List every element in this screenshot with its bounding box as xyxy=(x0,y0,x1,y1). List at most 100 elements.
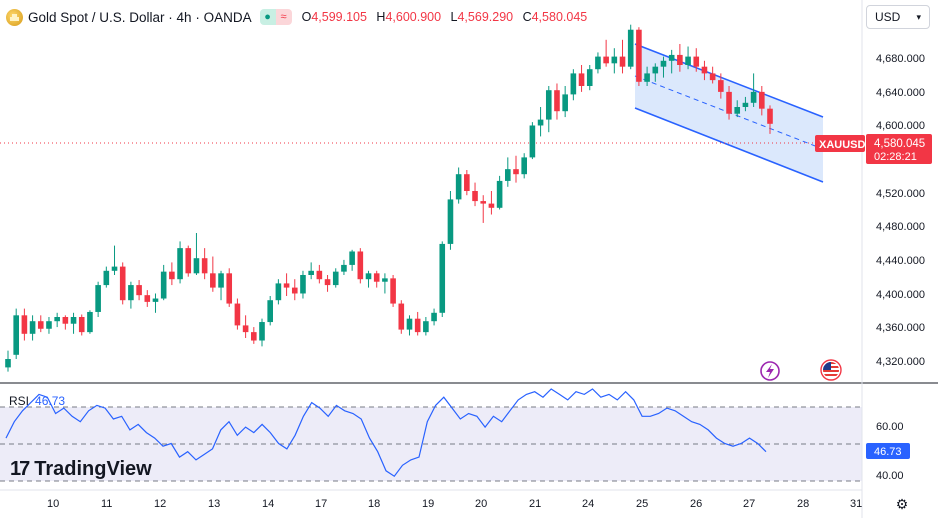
candle[interactable] xyxy=(78,317,85,333)
candle[interactable] xyxy=(103,270,110,286)
candle[interactable] xyxy=(496,180,503,208)
candle[interactable] xyxy=(390,278,396,304)
symbol-legend[interactable]: Gold Spot / U.S. Dollar · 4h · OANDA ● ≈… xyxy=(6,7,593,27)
candle[interactable] xyxy=(726,91,732,114)
candle[interactable] xyxy=(455,174,462,200)
candle[interactable] xyxy=(349,251,355,265)
candle[interactable] xyxy=(251,332,257,341)
candle[interactable] xyxy=(586,69,593,86)
candle[interactable] xyxy=(734,107,741,114)
candle[interactable] xyxy=(595,56,601,70)
candle[interactable] xyxy=(423,321,429,333)
candle[interactable] xyxy=(660,60,667,67)
circle-dot-icon[interactable]: ● xyxy=(259,9,276,25)
candle[interactable] xyxy=(529,125,536,158)
candle[interactable] xyxy=(373,273,380,282)
candle[interactable] xyxy=(685,56,691,65)
candle[interactable] xyxy=(677,54,683,65)
candle[interactable] xyxy=(472,191,478,202)
candle[interactable] xyxy=(201,258,208,274)
candle[interactable] xyxy=(21,315,28,334)
candle[interactable] xyxy=(152,298,159,302)
price-axis[interactable]: 4,680.000 4,640.000 4,600.000 4,520.000 … xyxy=(876,53,925,368)
rsi-pane[interactable] xyxy=(0,388,862,482)
candle[interactable] xyxy=(439,243,446,313)
candle[interactable] xyxy=(29,321,36,334)
symbol-title[interactable]: Gold Spot / U.S. Dollar · 4h · OANDA xyxy=(28,9,252,25)
candle[interactable] xyxy=(136,285,142,296)
candle[interactable] xyxy=(578,73,585,86)
candle[interactable] xyxy=(95,285,101,312)
candle[interactable] xyxy=(218,273,224,288)
candle[interactable] xyxy=(406,318,413,330)
candle[interactable] xyxy=(267,300,273,323)
candle[interactable] xyxy=(365,273,372,280)
candle[interactable] xyxy=(291,287,298,294)
candle[interactable] xyxy=(259,322,265,341)
candle[interactable] xyxy=(160,271,167,299)
us-flag-icon[interactable] xyxy=(820,359,842,381)
candle[interactable] xyxy=(37,321,44,329)
candle[interactable] xyxy=(341,264,347,272)
candle[interactable] xyxy=(283,283,290,288)
candle[interactable] xyxy=(210,273,216,288)
indicator-toggle[interactable]: ● ≈ xyxy=(259,9,292,25)
candle[interactable] xyxy=(87,311,93,333)
candle[interactable] xyxy=(652,66,659,74)
candle[interactable] xyxy=(668,54,675,61)
candle[interactable] xyxy=(611,56,618,64)
time-axis[interactable]: 10 11 12 13 14 17 18 19 20 21 24 25 26 2… xyxy=(47,498,862,510)
candle[interactable] xyxy=(750,91,757,103)
candle[interactable] xyxy=(644,73,650,82)
candle[interactable] xyxy=(316,270,323,280)
candle[interactable] xyxy=(513,169,519,175)
candle[interactable] xyxy=(185,248,192,274)
candle[interactable] xyxy=(382,278,388,282)
candle[interactable] xyxy=(242,325,249,333)
candle[interactable] xyxy=(70,317,77,324)
channel-upper-line[interactable] xyxy=(634,43,824,118)
candle[interactable] xyxy=(480,201,487,204)
candle[interactable] xyxy=(619,56,626,67)
candle[interactable] xyxy=(570,73,577,95)
candle[interactable] xyxy=(226,273,233,304)
candle[interactable] xyxy=(62,317,69,324)
candle[interactable] xyxy=(144,295,151,302)
candle[interactable] xyxy=(505,169,511,181)
candle[interactable] xyxy=(603,56,609,64)
candle[interactable] xyxy=(767,108,773,124)
candle[interactable] xyxy=(562,94,568,112)
candle[interactable] xyxy=(169,271,175,280)
candle[interactable] xyxy=(357,251,364,280)
candle[interactable] xyxy=(709,73,716,81)
candle[interactable] xyxy=(431,312,437,322)
candle[interactable] xyxy=(308,270,314,275)
candle[interactable] xyxy=(13,315,19,355)
candle[interactable] xyxy=(414,318,421,333)
candle[interactable] xyxy=(545,90,552,120)
candle[interactable] xyxy=(554,90,560,112)
candle[interactable] xyxy=(300,275,306,294)
channel-lower-line[interactable] xyxy=(634,107,824,183)
gear-icon[interactable]: ⚙ xyxy=(895,496,909,512)
candle[interactable] xyxy=(759,91,765,109)
candle[interactable] xyxy=(193,258,200,274)
currency-selector[interactable]: USD ▾ xyxy=(866,5,930,29)
candle[interactable] xyxy=(275,283,282,301)
candle[interactable] xyxy=(128,285,134,301)
candle[interactable] xyxy=(718,80,724,92)
candle-series[interactable] xyxy=(5,24,773,372)
candle[interactable] xyxy=(488,203,495,208)
candle[interactable] xyxy=(332,271,339,286)
candle[interactable] xyxy=(54,317,60,322)
candle[interactable] xyxy=(111,266,118,271)
candle[interactable] xyxy=(742,102,749,107)
candle[interactable] xyxy=(521,157,527,175)
candle[interactable] xyxy=(234,303,241,326)
candle[interactable] xyxy=(701,66,708,74)
candle[interactable] xyxy=(119,266,126,301)
rsi-legend[interactable]: RSI 46.73 xyxy=(9,394,65,408)
tradingview-logo[interactable]: 17 TradingView xyxy=(10,458,152,481)
candle[interactable] xyxy=(447,199,454,244)
